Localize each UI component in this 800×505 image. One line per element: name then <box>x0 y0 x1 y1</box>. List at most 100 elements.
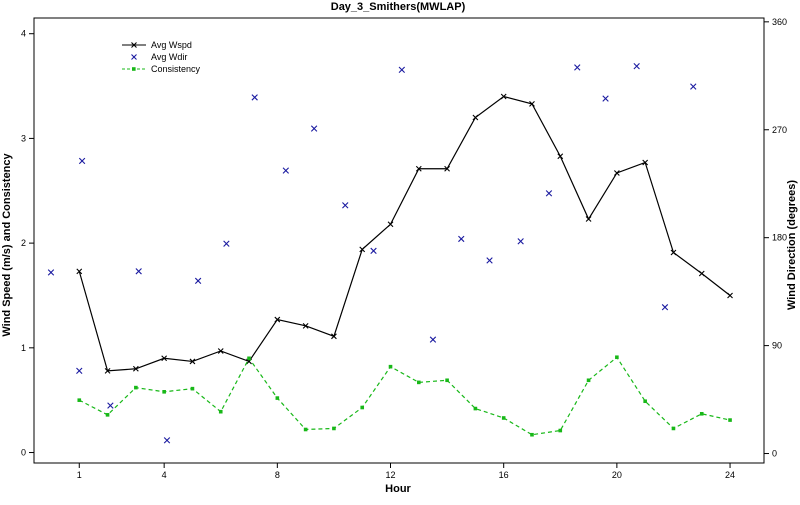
x-tick-label: 4 <box>162 470 167 480</box>
data-point-avg-wspd-stroke-b <box>557 153 564 160</box>
y-right-tick-label: 360 <box>772 17 787 27</box>
data-point-avg-wspd <box>76 268 83 275</box>
legend-marker-stroke-b <box>131 42 137 48</box>
data-point-avg-wdir <box>602 95 609 102</box>
data-point-avg-wspd <box>585 216 592 222</box>
data-point-consistency <box>473 406 478 411</box>
data-point-avg-wdir <box>429 336 437 343</box>
y-axis-right-title: Wind Direction (degrees) <box>786 180 798 310</box>
legend-item-avg-wdir: Avg Wdir <box>131 52 187 62</box>
data-point-avg-wspd-stroke-b <box>613 170 620 176</box>
data-point-avg-wspd <box>444 165 450 172</box>
y-left-tick-label: 4 <box>21 29 26 39</box>
data-point-consistency <box>105 413 110 417</box>
data-point-consistency <box>699 411 704 416</box>
x-tick-label: 12 <box>386 470 396 480</box>
data-point-avg-wdir <box>633 63 640 70</box>
y-axis-left-title: Wind Speed (m/s) and Consistency <box>1 152 13 336</box>
data-point-avg-wdir-stroke-b <box>517 238 524 245</box>
data-point-avg-wspd <box>104 367 111 374</box>
data-point-consistency <box>190 386 195 391</box>
data-point-avg-wspd-stroke-b <box>670 249 677 256</box>
data-point-avg-wspd <box>613 170 620 176</box>
data-point-avg-wdir <box>135 268 142 275</box>
data-point-avg-wspd-stroke-b <box>642 159 649 166</box>
data-point-consistency <box>134 385 138 390</box>
data-point-avg-wdir-stroke-b <box>602 95 609 102</box>
data-point-avg-wspd-stroke-b <box>76 268 83 275</box>
data-point-avg-wspd <box>132 365 139 372</box>
data-point-avg-wspd <box>274 316 281 323</box>
data-point-avg-wdir <box>107 402 114 409</box>
data-point-consistency <box>671 426 676 431</box>
data-point-consistency <box>77 398 82 402</box>
data-point-avg-wdir-stroke-b <box>398 66 406 73</box>
data-point-avg-wdir <box>163 437 171 444</box>
series-line-avg-wspd <box>78 95 731 372</box>
data-point-avg-wdir-stroke-b <box>458 235 465 243</box>
legend-marker <box>131 54 137 60</box>
data-point-consistency <box>275 396 280 400</box>
data-point-avg-wdir-stroke-b <box>429 336 437 343</box>
data-point-avg-wspd <box>698 270 705 277</box>
data-point-avg-wspd <box>642 159 649 166</box>
data-point-avg-wspd-stroke-b <box>698 270 705 277</box>
data-point-avg-wdir <box>398 66 406 73</box>
data-point-avg-wspd-stroke-b <box>161 355 168 362</box>
data-point-avg-wspd <box>161 355 168 362</box>
data-point-avg-wdir-stroke-b <box>223 240 230 247</box>
legend-marker <box>132 67 136 71</box>
y-left-tick-label: 3 <box>21 133 26 143</box>
data-point-avg-wspd-stroke-b <box>472 114 479 121</box>
data-point-avg-wdir-stroke-b <box>194 277 202 285</box>
y-axis-right: 0 90 180 270 360 <box>764 17 787 459</box>
data-point-avg-wspd <box>302 322 309 329</box>
legend-item-avg-wspd: Avg Wspd <box>122 40 192 50</box>
data-point-consistency <box>360 405 365 410</box>
data-point-avg-wspd-stroke-b <box>331 333 337 340</box>
data-point-avg-wdir <box>310 125 318 132</box>
x-axis: 1 4 8 12 16 20 24 <box>77 463 735 480</box>
data-point-avg-wspd <box>529 100 535 107</box>
data-point-avg-wdir-stroke-b <box>107 402 114 409</box>
data-point-avg-wdir-stroke-b <box>486 257 493 264</box>
data-point-avg-wdir <box>194 277 202 285</box>
series-line-consistency <box>78 356 731 436</box>
data-point-avg-wdir-stroke-b <box>163 437 171 444</box>
data-point-avg-wdir-stroke-b <box>135 268 142 275</box>
data-point-avg-wdir <box>251 94 258 101</box>
y-right-tick-label: 270 <box>772 125 787 135</box>
data-point-avg-wspd <box>189 358 196 365</box>
legend-label: Avg Wspd <box>151 40 192 50</box>
y-right-tick-label: 90 <box>772 341 782 351</box>
data-point-avg-wdir <box>545 190 553 197</box>
data-point-avg-wdir-stroke-b <box>370 247 377 255</box>
y-left-tick-label: 1 <box>21 343 26 353</box>
data-point-avg-wdir <box>78 157 86 165</box>
chart-title: Day_3_Smithers(MWLAP) <box>331 1 466 13</box>
data-point-avg-wspd <box>500 93 507 100</box>
data-point-avg-wdir-stroke-b <box>574 64 581 71</box>
data-point-avg-wdir-stroke-b <box>282 167 290 174</box>
legend-label: Avg Wdir <box>151 52 187 62</box>
data-point-avg-wspd <box>557 153 564 160</box>
legend: Avg Wspd Avg Wdir Consistency <box>122 40 201 74</box>
data-point-avg-wspd <box>727 292 733 299</box>
data-point-avg-wdir-stroke-b <box>633 63 640 70</box>
data-point-avg-wspd <box>415 165 422 172</box>
data-point-consistency <box>218 409 223 414</box>
data-point-avg-wdir <box>517 238 524 245</box>
data-point-avg-wdir <box>690 83 697 90</box>
data-point-avg-wdir-stroke-b <box>661 304 669 311</box>
data-point-avg-wspd <box>359 246 366 253</box>
data-point-avg-wspd-stroke-b <box>500 93 507 100</box>
data-point-avg-wspd-stroke-b <box>387 221 394 228</box>
legend-item-consistency: Consistency <box>122 64 201 74</box>
data-point-avg-wdir-stroke-b <box>78 157 86 165</box>
data-point-avg-wdir <box>76 367 83 374</box>
data-point-avg-wdir-stroke-b <box>545 190 553 197</box>
data-point-avg-wspd-stroke-b <box>359 246 366 253</box>
data-point-avg-wdir-stroke-b <box>76 367 83 374</box>
